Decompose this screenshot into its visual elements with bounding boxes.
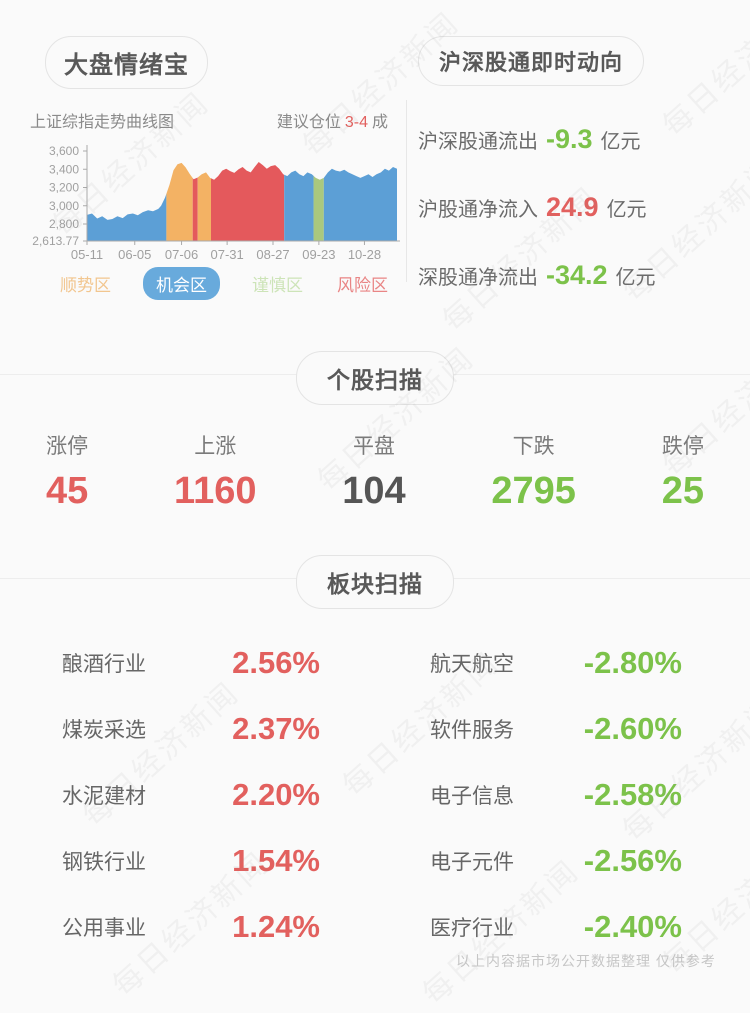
sector-change: -2.80%: [583, 644, 682, 680]
stock-scan-title-pill: 个股扫描: [296, 351, 454, 405]
stock-connect-row: 沪股通净流入 24.9 亿元: [418, 192, 750, 223]
sector-row: 煤炭采选 2.37%: [62, 709, 320, 748]
sector-scan-section-header: 板块扫描: [0, 555, 750, 609]
stat-value: 45: [46, 470, 89, 512]
svg-text:2,800: 2,800: [49, 217, 79, 231]
sector-change: -2.40%: [583, 908, 682, 944]
sector-change: 2.37%: [232, 710, 320, 746]
legend-item-trend-zone[interactable]: 顺势区: [60, 276, 111, 295]
sector-row: 水泥建材 2.20%: [62, 775, 320, 814]
stat-value: 2795: [491, 470, 576, 512]
stock-scan-section-header: 个股扫描: [0, 351, 750, 405]
sector-column-gainers: 酿酒行业 2.56% 煤炭采选 2.37% 水泥建材 2.20% 钢铁行业 1.54% 公用事业…: [62, 643, 320, 973]
top-section: 大盘情绪宝 上证综指走势曲线图 建议仓位 3-4 成 3,600 3,400 3,200…: [0, 0, 750, 300]
flow-unit: 亿元: [600, 131, 641, 153]
flow-unit: 亿元: [606, 199, 647, 221]
sector-name: 电子元件: [430, 850, 514, 874]
sector-row: 钢铁行业 1.54%: [62, 841, 320, 880]
sector-column-losers: 航天航空 -2.80% 软件服务 -2.60% 电子信息 -2.58% 电子元件 -2.56%…: [430, 643, 682, 973]
svg-text:08-27: 08-27: [256, 247, 289, 262]
stat-value: 1160: [174, 470, 257, 512]
chart-legend: 顺势区 机会区 谨慎区 风险区: [58, 267, 390, 300]
legend-item-caution-zone[interactable]: 谨慎区: [252, 276, 303, 295]
sector-change: 1.24%: [232, 908, 320, 944]
sector-change: -2.56%: [583, 842, 682, 878]
stat-rising: 上涨 1160: [174, 430, 256, 513]
stat-label: 平盘: [352, 435, 395, 458]
legend-item-risk-zone[interactable]: 风险区: [337, 276, 388, 295]
sector-name: 软件服务: [430, 718, 514, 742]
chart-title: 上证综指走势曲线图: [30, 114, 175, 131]
flow-value: -34.2: [546, 260, 608, 290]
svg-text:3,000: 3,000: [49, 199, 79, 213]
sector-name: 电子信息: [430, 784, 514, 808]
stat-label: 上涨: [194, 435, 237, 458]
sector-change: 1.54%: [232, 842, 320, 878]
svg-text:2,613.77: 2,613.77: [32, 234, 79, 248]
sector-name: 煤炭采选: [62, 718, 146, 742]
sector-row: 医疗行业 -2.40%: [430, 907, 682, 946]
stock-connect-row: 沪深股通流出 -9.3 亿元: [418, 124, 750, 155]
sector-row: 公用事业 1.24%: [62, 907, 320, 946]
svg-text:09-23: 09-23: [302, 247, 335, 262]
sector-name: 医疗行业: [430, 916, 514, 940]
sector-scan-title-pill: 板块扫描: [296, 555, 454, 609]
flow-label: 沪深股通流出: [418, 131, 538, 153]
svg-text:05-11: 05-11: [71, 247, 103, 262]
svg-text:3,600: 3,600: [49, 144, 79, 158]
sector-name: 钢铁行业: [62, 850, 146, 874]
flow-label: 沪股通净流入: [418, 199, 538, 221]
sector-name: 水泥建材: [62, 784, 146, 808]
stat-label: 涨停: [46, 435, 89, 458]
stat-value: 25: [661, 470, 704, 512]
sector-row: 电子元件 -2.56%: [430, 841, 682, 880]
stock-connect-panel: 沪深股通即时动向 沪深股通流出 -9.3 亿元 沪股通净流入 24.9 亿元 深股通净流出 -…: [406, 36, 750, 298]
chart-header: 上证综指走势曲线图 建议仓位 3-4 成: [30, 109, 388, 131]
position-advice-prefix: 建议仓位: [276, 114, 341, 131]
position-advice-suffix: 成: [371, 114, 388, 131]
sector-scan-grid: 酿酒行业 2.56% 煤炭采选 2.37% 水泥建材 2.20% 钢铁行业 1.54% 公用事业…: [0, 643, 750, 973]
flow-unit: 亿元: [615, 267, 656, 289]
position-advice-value: 3-4: [344, 114, 368, 131]
sector-change: -2.58%: [583, 776, 682, 812]
stat-flat: 平盘 104: [342, 430, 405, 513]
position-advice: 建议仓位 3-4 成: [277, 108, 388, 132]
sector-name: 航天航空: [430, 652, 514, 676]
svg-text:07-31: 07-31: [210, 247, 243, 262]
svg-text:3,400: 3,400: [49, 162, 79, 176]
sector-change: 2.20%: [232, 776, 320, 812]
sector-change: -2.60%: [583, 710, 682, 746]
stat-label: 下跌: [512, 435, 555, 458]
svg-text:3,200: 3,200: [49, 181, 79, 195]
stock-connect-row: 深股通净流出 -34.2 亿元: [418, 260, 750, 291]
svg-text:10-28: 10-28: [348, 247, 381, 262]
stat-limit-down: 跌停 25: [662, 430, 704, 513]
sector-row: 酿酒行业 2.56%: [62, 643, 320, 682]
market-sentiment-panel: 大盘情绪宝 上证综指走势曲线图 建议仓位 3-4 成 3,600 3,400 3,200…: [0, 36, 406, 300]
flow-value: 24.9: [546, 192, 599, 222]
sector-name: 酿酒行业: [62, 652, 146, 676]
sector-change: 2.56%: [232, 644, 320, 680]
footer-clipped-text: 以上内容据市场公开数据整理 仅供参考: [456, 953, 716, 969]
stat-falling: 下跌 2795: [491, 430, 576, 513]
vertical-divider: [406, 100, 407, 282]
sector-row: 航天航空 -2.80%: [430, 643, 682, 682]
legend-item-opportunity-zone[interactable]: 机会区: [143, 267, 220, 300]
stat-label: 跌停: [661, 435, 704, 458]
sector-row: 软件服务 -2.60%: [430, 709, 682, 748]
stock-scan-stats: 涨停 45 上涨 1160 平盘 104 下跌 2795 跌停 25: [0, 430, 750, 513]
flow-label: 深股通净流出: [418, 267, 538, 289]
svg-text:06-05: 06-05: [118, 247, 151, 262]
flow-value: -9.3: [546, 124, 593, 154]
stat-value: 104: [342, 470, 406, 512]
stat-limit-up: 涨停 45: [46, 430, 88, 513]
svg-text:07-06: 07-06: [165, 247, 198, 262]
sector-row: 电子信息 -2.58%: [430, 775, 682, 814]
stock-connect-rows: 沪深股通流出 -9.3 亿元 沪股通净流入 24.9 亿元 深股通净流出 -34.2 亿元: [418, 124, 750, 291]
stock-connect-title-pill: 沪深股通即时动向: [418, 36, 645, 86]
sector-name: 公用事业: [62, 916, 146, 940]
market-sentiment-title-pill: 大盘情绪宝: [45, 36, 208, 89]
